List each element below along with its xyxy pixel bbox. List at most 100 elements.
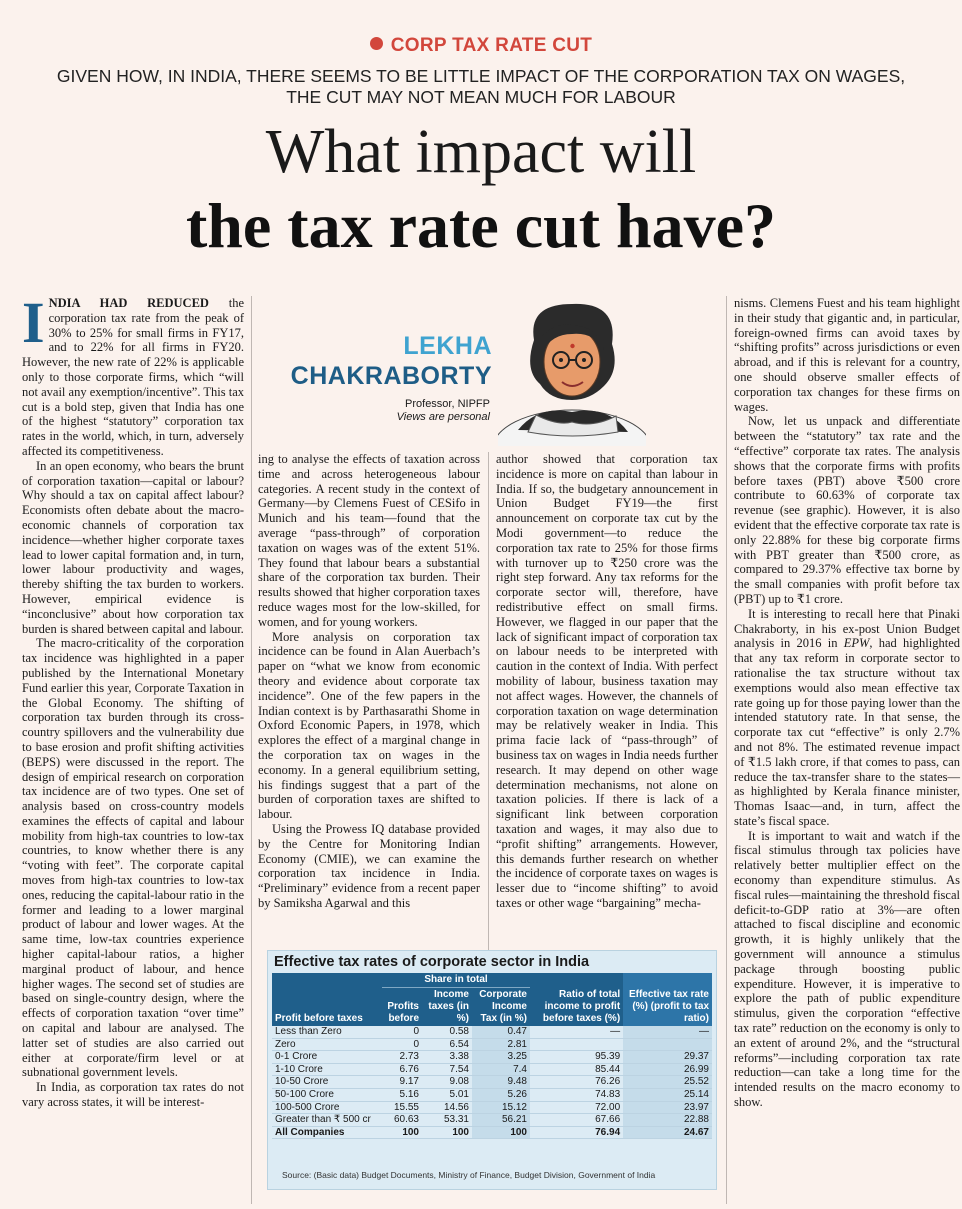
paragraph-text: It is interesting to recall here that Pi… [734,606,960,651]
table-cell: 9.17 [382,1075,422,1089]
table-cell: 56.21 [472,1113,530,1127]
table-cell: 3.25 [472,1050,530,1064]
table-cell [623,1038,712,1052]
header-income-taxes: Income taxes (in %) [422,987,472,1026]
table-title: Effective tax rates of corporate sector … [274,954,590,970]
header-profits-before: Profits before [382,987,422,1026]
table-row: 1-10 Crore 6.76 7.54 7.4 85.44 26.99 [272,1063,712,1077]
table-cell: 9.48 [472,1075,530,1089]
author-first-name: LEKHA [403,332,492,360]
table-cell: 76.26 [530,1075,624,1089]
table-cell: 0 [382,1038,422,1052]
table-cell: 14.56 [422,1101,472,1115]
table-cell: 7.54 [422,1063,472,1077]
author-block: LEKHA CHAKRABORTY Professor, NIPFP Views … [258,296,718,446]
column-3: author showed that corporation tax incid… [496,452,718,911]
table-cell: 5.16 [382,1088,422,1102]
tax-rates-table-graphic: Effective tax rates of corporate sector … [267,950,717,1190]
table-row: 10-50 Crore 9.17 9.08 9.48 76.26 25.52 [272,1075,712,1089]
column-2: ing to analyse the effects of taxation a… [258,452,480,911]
table-cell: 85.44 [530,1063,624,1077]
paragraph: The macro-criticality of the corporation… [22,636,244,1080]
row-label: 1-10 Crore [272,1063,382,1077]
paragraph: the corporation tax rate from the peak o… [22,296,244,458]
paragraph: ing to analyse the effects of taxation a… [258,452,480,629]
table-cell: 0 [382,1026,422,1039]
table-cell: 2.73 [382,1050,422,1064]
header-share-in-total: Share in total [382,973,530,988]
header-effective-rate: Effective tax rate (%) (profit to tax ra… [623,973,712,1026]
table-cell: 72.00 [530,1101,624,1115]
headline-line2: the tax rate cut have? [185,190,777,261]
column-1: I NDIA HAD REDUCED the corporation tax ra… [22,294,244,1110]
table-cell: 74.83 [530,1088,624,1102]
row-label: Zero [272,1038,382,1052]
table-cell [530,1038,624,1052]
paragraph: Using the Prowess IQ database provided b… [258,821,480,910]
author-role: Professor, NIPFP Views are personal [397,398,490,424]
table-cell: 23.97 [623,1101,712,1115]
paragraph: In an open economy, who bears the brunt … [22,458,244,636]
paragraph: It is important to wait and watch if the… [734,828,960,1110]
table-cell: — [530,1026,624,1039]
paragraph: In India, as corporation tax rates do no… [22,1080,244,1110]
table-row: 100-500 Crore 15.55 14.56 15.12 72.00 23.97 [272,1101,712,1115]
table-cell: 95.39 [530,1050,624,1064]
table-cell: 100 [472,1126,530,1140]
lead-in: NDIA HAD REDUCED [48,296,209,310]
author-title: Professor, NIPFP [405,398,490,410]
table-row: 0-1 Crore 2.73 3.38 3.25 95.39 29.37 [272,1050,712,1064]
header-ratio: Ratio of total income to profit before t… [530,973,624,1026]
author-disclaimer: Views are personal [396,411,490,423]
paragraph: It is interesting to recall here that Pi… [734,607,960,829]
column-rule [726,296,727,1204]
row-label: Less than Zero [272,1026,382,1039]
table-cell: 5.26 [472,1088,530,1102]
table-cell: 9.08 [422,1075,472,1089]
deck: GIVEN HOW, IN INDIA, THERE SEEMS TO BE L… [56,66,906,107]
table-cell: 15.55 [382,1101,422,1115]
column-rule [251,296,252,1204]
table-cell: 2.81 [472,1038,530,1052]
column-rule [488,452,489,952]
table-cell: 6.76 [382,1063,422,1077]
table-cell: 53.31 [422,1113,472,1127]
kicker: CORP TAX RATE CUT [0,35,962,57]
table-cell: 100 [382,1126,422,1140]
row-label: Greater than ₹ 500 cr [272,1113,382,1127]
header-corporate-income-tax: Corporate Income Tax (in %) [472,987,530,1026]
table-cell: 15.12 [472,1101,530,1115]
table-cell: 0.58 [422,1026,472,1039]
row-label: 10-50 Crore [272,1075,382,1089]
row-label: 50-100 Crore [272,1088,382,1102]
header-profit-before-taxes: Profit before taxes [272,973,382,1026]
table-row: Less than Zero 0 0.58 0.47— — [272,1026,712,1039]
row-label: All Companies [272,1126,382,1140]
table-source: Source: (Basic data) Budget Documents, M… [282,1170,656,1180]
paragraph: author showed that corporation tax incid… [496,452,718,910]
paragraph: nisms. Clemens Fuest and his team highli… [734,296,960,414]
author-portrait-illustration [498,303,646,446]
table-row: 50-100 Crore 5.16 5.01 5.26 74.83 25.14 [272,1088,712,1102]
paragraph-text: , had highlighted that any tax reform in… [734,636,960,828]
table-cell: 25.52 [623,1075,712,1089]
table-cell: 100 [422,1126,472,1140]
kicker-text: CORP TAX RATE CUT [390,35,593,56]
table-cell: 26.99 [623,1063,712,1077]
column-4: nisms. Clemens Fuest and his team highli… [734,296,960,1110]
table-cell: 76.94 [530,1126,624,1140]
tax-rates-table: Profit before taxes Share in total Ratio… [272,973,712,1140]
table-cell: 3.38 [422,1050,472,1064]
table-cell: 67.66 [530,1113,624,1127]
headline-line1: What impact will [265,118,697,186]
table-row: All Companies 100 100 100 76.94 24.67 [272,1126,712,1140]
table-cell: 5.01 [422,1088,472,1102]
table-cell: 0.47 [472,1026,530,1039]
table-cell: 7.4 [472,1063,530,1077]
table-cell: 24.67 [623,1126,712,1140]
table-cell: 29.37 [623,1050,712,1064]
row-label: 0-1 Crore [272,1050,382,1064]
table-cell: 6.54 [422,1038,472,1052]
table-row: Greater than ₹ 500 cr 60.63 53.31 56.21 67.6… [272,1113,712,1127]
table-cell: 22.88 [623,1113,712,1127]
